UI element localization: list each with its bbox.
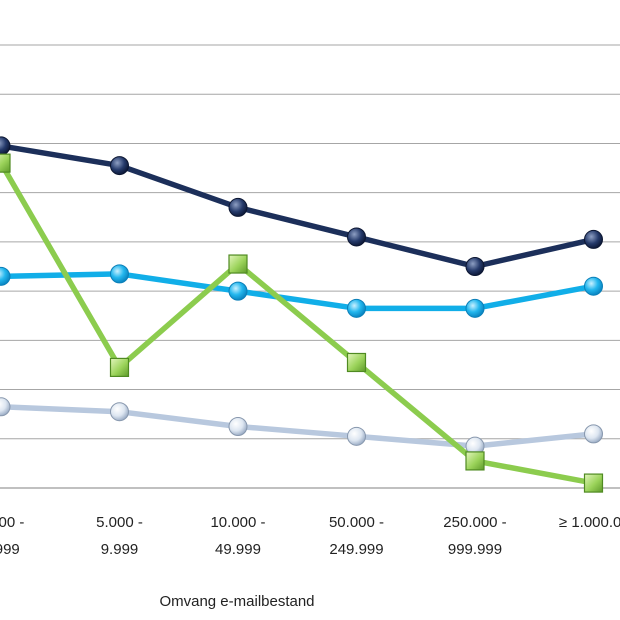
series-1-point <box>465 257 485 276</box>
series-3-line <box>0 160 597 486</box>
series-2-point <box>584 276 603 296</box>
series-4-point <box>584 424 603 444</box>
x-tick-label: 50.000 - <box>329 514 384 531</box>
gridlines <box>0 44 620 489</box>
series-2-line <box>0 271 597 312</box>
x-axis-tick-labels: 1.000 - 4.999 5.000 - 9.999 10.000 - 49.999 50… <box>0 514 620 558</box>
x-tick-label: 5.000 - <box>96 514 143 531</box>
x-tick-label: 1.000 - <box>0 514 24 531</box>
x-tick-label: 9.999 <box>101 541 139 558</box>
series-1-point <box>347 227 366 247</box>
series-1 <box>0 136 603 276</box>
series-2-point <box>465 298 485 318</box>
series-2-point <box>228 281 248 301</box>
series-4-point <box>0 397 11 417</box>
x-tick-label: 10.000 - <box>210 514 265 531</box>
series-3-point <box>583 473 604 493</box>
series-3-point <box>0 153 11 173</box>
x-tick-label: 249.999 <box>329 541 383 558</box>
series-4-line <box>0 404 597 449</box>
x-tick-label: 250.000 - <box>443 514 506 531</box>
series-2-point <box>110 264 129 284</box>
series-3-point <box>465 451 485 471</box>
series-3-point <box>228 254 248 274</box>
series-4 <box>0 397 603 456</box>
series-1-point <box>0 136 11 156</box>
series-3-point <box>346 352 367 373</box>
series-3 <box>0 153 604 493</box>
series-1-point <box>228 197 248 217</box>
series-2-point <box>347 298 366 318</box>
x-tick-label: ≥ 1.000.000 <box>559 514 620 531</box>
series-4-point <box>347 426 366 446</box>
x-tick-label: 999.999 <box>448 541 502 558</box>
series-3-point <box>109 357 130 378</box>
series-4-point <box>228 416 248 436</box>
series-1-point <box>110 156 129 176</box>
series-2-point <box>0 266 11 286</box>
x-tick-label: 49.999 <box>215 541 261 558</box>
series-2 <box>0 264 603 318</box>
x-axis-title: Omvang e-mailbestand <box>159 593 314 610</box>
series-1-line <box>0 143 597 270</box>
series-4-point <box>110 402 129 422</box>
series-layer <box>0 136 604 493</box>
series-1-point <box>584 229 603 249</box>
x-tick-label: 4.999 <box>0 541 20 558</box>
